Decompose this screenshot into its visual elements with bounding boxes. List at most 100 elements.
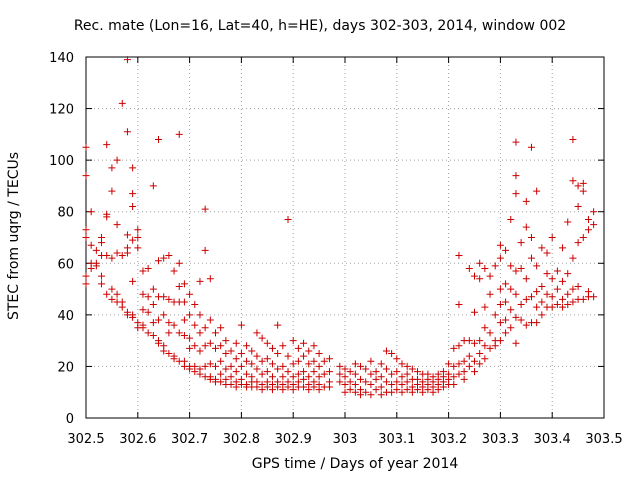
data-point xyxy=(129,277,137,285)
data-point xyxy=(123,56,131,64)
data-point xyxy=(522,321,530,329)
data-point xyxy=(258,386,266,394)
data-point xyxy=(155,257,163,265)
data-point xyxy=(507,262,515,270)
data-point xyxy=(123,249,131,257)
data-point xyxy=(305,386,313,394)
data-point xyxy=(496,241,504,249)
data-point xyxy=(346,378,354,386)
data-point xyxy=(310,383,318,391)
x-tick-label: 303.2 xyxy=(430,432,467,447)
data-point xyxy=(491,262,499,270)
x-tick-label: 303.5 xyxy=(585,432,622,447)
data-point xyxy=(460,368,468,376)
y-tick-labels: 0 20 40 60 80 100 120 140 xyxy=(49,51,74,427)
data-point xyxy=(455,370,463,378)
data-point xyxy=(108,164,116,172)
data-point xyxy=(527,143,535,151)
data-point xyxy=(165,295,173,303)
data-point xyxy=(465,264,473,272)
data-point xyxy=(398,373,406,381)
data-point xyxy=(98,280,106,288)
data-point xyxy=(336,370,344,378)
data-point xyxy=(217,324,225,332)
data-point xyxy=(315,362,323,370)
data-point xyxy=(149,301,157,309)
data-point xyxy=(382,347,390,355)
data-point xyxy=(465,337,473,345)
data-point xyxy=(351,360,359,368)
x-tick-label: 302.7 xyxy=(171,432,208,447)
data-point xyxy=(149,319,157,327)
x-tick-label: 303.3 xyxy=(482,432,519,447)
y-tick-label: 20 xyxy=(57,360,74,375)
data-point xyxy=(284,383,292,391)
data-point xyxy=(139,290,147,298)
data-point xyxy=(87,264,95,272)
data-point xyxy=(191,301,199,309)
data-point xyxy=(263,368,271,376)
data-points xyxy=(82,56,598,399)
data-point xyxy=(82,143,90,151)
data-point xyxy=(118,99,126,107)
data-point xyxy=(584,215,592,223)
y-tick-label: 120 xyxy=(49,103,74,118)
data-point xyxy=(268,386,276,394)
data-point xyxy=(476,259,484,267)
data-point xyxy=(517,316,525,324)
data-point xyxy=(465,362,473,370)
data-point xyxy=(481,303,489,311)
data-point xyxy=(465,352,473,360)
data-point xyxy=(548,275,556,283)
data-point xyxy=(129,236,137,244)
data-point xyxy=(310,368,318,376)
data-point xyxy=(481,324,489,332)
data-point xyxy=(471,368,478,376)
data-point xyxy=(108,254,116,262)
data-point xyxy=(103,290,111,298)
data-point xyxy=(123,128,131,136)
data-point xyxy=(533,262,541,270)
data-point xyxy=(372,375,380,383)
data-point xyxy=(180,331,188,339)
grid-lines xyxy=(86,57,604,418)
data-point xyxy=(232,383,240,391)
data-point xyxy=(481,355,489,363)
data-point xyxy=(144,329,152,337)
x-tick-label: 302.8 xyxy=(223,432,260,447)
data-point xyxy=(522,295,530,303)
data-point xyxy=(186,334,194,342)
data-point xyxy=(403,362,411,370)
data-point xyxy=(144,308,152,316)
data-point xyxy=(574,203,582,211)
data-point xyxy=(180,316,188,324)
data-point xyxy=(165,319,173,327)
data-point xyxy=(243,370,251,378)
data-point xyxy=(377,360,385,368)
data-point xyxy=(486,272,494,280)
data-point xyxy=(502,298,510,306)
data-point xyxy=(222,337,230,345)
data-point xyxy=(362,388,370,396)
data-point xyxy=(527,254,535,262)
data-point xyxy=(341,380,349,388)
data-point xyxy=(206,360,214,368)
data-point xyxy=(186,365,194,373)
y-tick-label: 40 xyxy=(57,309,74,324)
data-point xyxy=(496,319,504,327)
data-point xyxy=(139,267,147,275)
data-point xyxy=(590,208,598,216)
data-point xyxy=(118,303,126,311)
data-point xyxy=(471,357,478,365)
data-point xyxy=(310,357,318,365)
data-point xyxy=(569,177,577,185)
data-point xyxy=(155,136,163,144)
data-point xyxy=(300,352,308,360)
data-point xyxy=(155,339,163,347)
data-point xyxy=(201,342,209,350)
data-point xyxy=(98,272,106,280)
data-point xyxy=(533,319,541,327)
data-point xyxy=(522,275,530,283)
data-point xyxy=(196,347,204,355)
data-point xyxy=(191,368,199,376)
